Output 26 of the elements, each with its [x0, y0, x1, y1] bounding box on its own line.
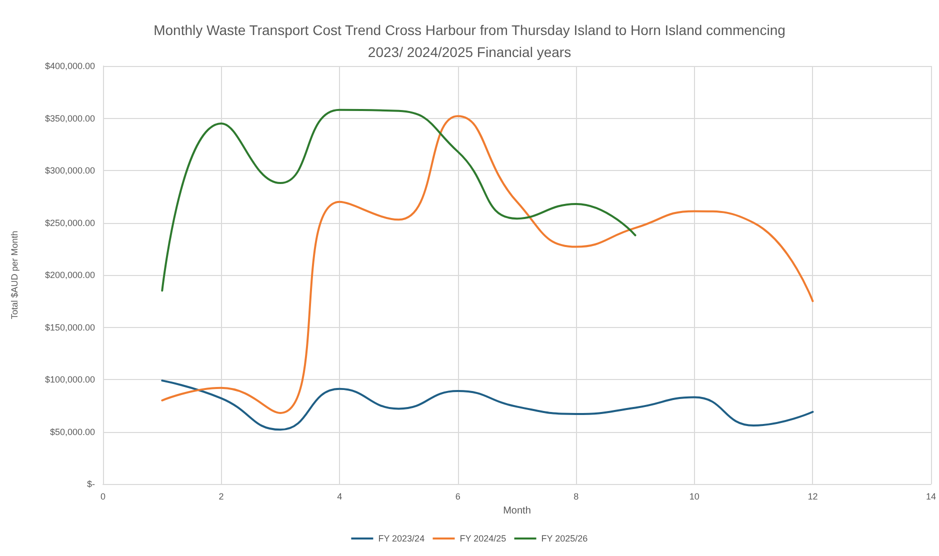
x-tick-label: 12	[808, 492, 818, 502]
x-axis-title: Month	[503, 506, 531, 516]
x-tick-label: 8	[574, 492, 579, 502]
y-axis-title: Total $AUD per Month	[10, 230, 20, 320]
y-tick-label: $200,000.00	[44, 270, 95, 280]
y-tick-label: $50,000.00	[50, 426, 95, 437]
y-tick-label: $250,000.00	[44, 218, 95, 228]
y-tick-label: $-	[86, 479, 95, 489]
y-tick-label: $150,000.00	[44, 322, 95, 332]
x-tick-label: 4	[337, 492, 342, 502]
x-tick-label: 6	[455, 492, 460, 502]
line-series	[161, 115, 814, 414]
y-tick-label: $350,000.00	[44, 113, 95, 124]
legend-label: FY 2025/26	[541, 534, 588, 544]
x-tick-label: 14	[926, 492, 936, 502]
y-tick-label: $100,000.00	[44, 374, 95, 384]
x-tick-label: 2	[218, 492, 224, 502]
legend-label: FY 2024/25	[460, 534, 506, 544]
x-tick-label: 0	[100, 492, 106, 502]
x-tick-label: 10	[689, 492, 700, 502]
y-tick-label: $400,000.00	[44, 61, 95, 71]
legend-label: FY 2023/24	[378, 534, 425, 544]
line-series	[161, 380, 814, 431]
chart-title: Monthly Waste Transport Cost Trend Cross Harbour from Thursday Island to Horn Island commencing 2023/ 2024/2025 Financial years	[154, 22, 786, 60]
y-tick-label: $300,000.00	[44, 166, 95, 176]
line-series	[161, 108, 636, 292]
